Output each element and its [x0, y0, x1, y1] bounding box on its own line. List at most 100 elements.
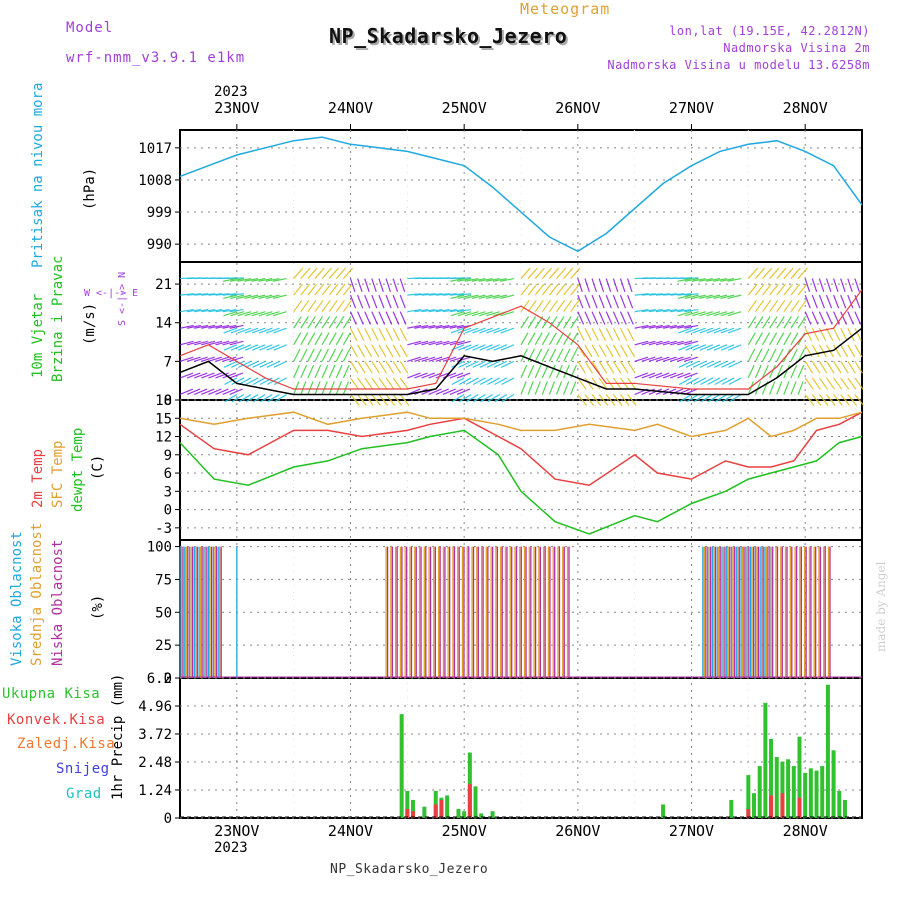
wind-barb — [501, 377, 515, 386]
wind-barb — [244, 294, 259, 300]
wind-barb — [761, 364, 769, 379]
wind-barb — [371, 327, 379, 341]
wind-barb — [201, 293, 216, 296]
wind-barb — [811, 278, 818, 293]
wind-barb — [714, 377, 728, 386]
wind-barb — [364, 377, 374, 390]
wind-barb — [187, 308, 202, 313]
wind-barb — [854, 311, 862, 325]
wind-barb — [472, 360, 486, 368]
elevation: Nadmorska Visina 2m — [723, 41, 870, 55]
wind-barb — [456, 388, 471, 396]
wind-barb — [272, 294, 287, 300]
precip-total-bar — [462, 811, 467, 818]
wind-barb — [449, 308, 464, 313]
wind-barb — [259, 360, 273, 368]
wind-barb — [769, 283, 779, 296]
wind-barb — [458, 393, 472, 403]
wind-barb — [811, 344, 820, 358]
wind-barb — [720, 294, 735, 300]
wind-barb — [478, 294, 493, 300]
wind-barb — [584, 278, 590, 293]
wind-barb — [854, 294, 861, 309]
wind-barb — [854, 377, 864, 390]
wind-barb — [335, 364, 343, 379]
wind-barb — [314, 381, 321, 395]
wind-barb — [449, 388, 464, 396]
pressure-tick-label: 1017 — [138, 141, 172, 157]
wind-barb — [691, 277, 706, 282]
wind-barb — [598, 361, 608, 374]
wind-barb — [414, 293, 429, 296]
wind-barb — [534, 348, 543, 362]
wind-barb — [385, 294, 392, 309]
wind-barb — [598, 377, 608, 390]
wind-barb — [619, 344, 628, 358]
wind-barb — [754, 283, 765, 296]
precip-total-bar — [825, 684, 830, 818]
wind-barb — [238, 360, 252, 368]
wind-barb — [399, 344, 408, 358]
wind-barb — [456, 308, 471, 313]
wind-barb — [307, 283, 318, 296]
wind-barb — [179, 293, 194, 296]
wind-barb — [700, 377, 714, 386]
wind-barb — [790, 364, 798, 379]
wind-barb — [245, 360, 259, 368]
wind-barb — [273, 360, 287, 368]
wind-barb — [804, 361, 814, 374]
wind-barb — [465, 360, 479, 368]
wind-barb — [252, 377, 266, 386]
wind-barb — [541, 348, 550, 362]
precip-conv-bar — [780, 793, 785, 818]
wind-tick-label: 0 — [164, 393, 172, 409]
wind-barb — [692, 344, 706, 351]
wind-barb — [215, 308, 230, 313]
wind-barb — [706, 311, 721, 317]
wind-barb — [479, 377, 493, 386]
wind-barb — [699, 311, 713, 317]
wind-barb — [577, 311, 585, 325]
wind-barb — [833, 327, 841, 341]
panel-frame-temp — [179, 399, 863, 541]
wind-barb — [769, 348, 777, 362]
wind-barb — [818, 377, 829, 390]
wind-barb — [706, 277, 721, 282]
pressure-line — [179, 136, 863, 253]
precip-total-bar — [422, 806, 427, 818]
wind-barb — [407, 308, 422, 313]
precip-total-bar — [490, 811, 495, 818]
bottom-year: 2023 — [214, 840, 248, 856]
wind-barb — [456, 340, 471, 346]
wind-barb — [563, 299, 573, 313]
panel-frame-wind — [179, 261, 863, 401]
wind-barb — [605, 311, 613, 325]
wind-barb — [435, 293, 450, 296]
wind-barb — [648, 388, 663, 396]
cloud-tick-label: 25 — [155, 638, 172, 654]
pressure-tick-label: 990 — [147, 237, 172, 253]
wind-barb — [479, 344, 493, 351]
precip-total-bar — [763, 702, 768, 818]
wind-barb — [747, 267, 759, 279]
wind-barb — [371, 377, 381, 390]
wind-barb — [222, 324, 237, 329]
wind-barb — [378, 327, 386, 341]
wind-barb — [335, 283, 346, 296]
wind-barb — [399, 327, 408, 341]
wind-barb — [335, 348, 344, 362]
station-title-shadow: NP_Skadarsko_Jezero — [331, 26, 570, 50]
wind-barb — [584, 361, 594, 374]
wind-barb — [328, 299, 338, 313]
wind-barb — [500, 327, 515, 334]
wind-barb — [457, 294, 472, 300]
lonlat: lon,lat (19.15E, 42.2812N) — [669, 24, 870, 38]
wind-barb — [335, 332, 344, 346]
wind-barb — [486, 327, 500, 334]
wind-barb — [527, 267, 538, 279]
wind-barb — [293, 364, 300, 379]
wind-barb — [534, 299, 544, 313]
wind-barb — [520, 348, 528, 362]
wind-barb — [335, 381, 342, 395]
wind-barb — [692, 327, 706, 334]
